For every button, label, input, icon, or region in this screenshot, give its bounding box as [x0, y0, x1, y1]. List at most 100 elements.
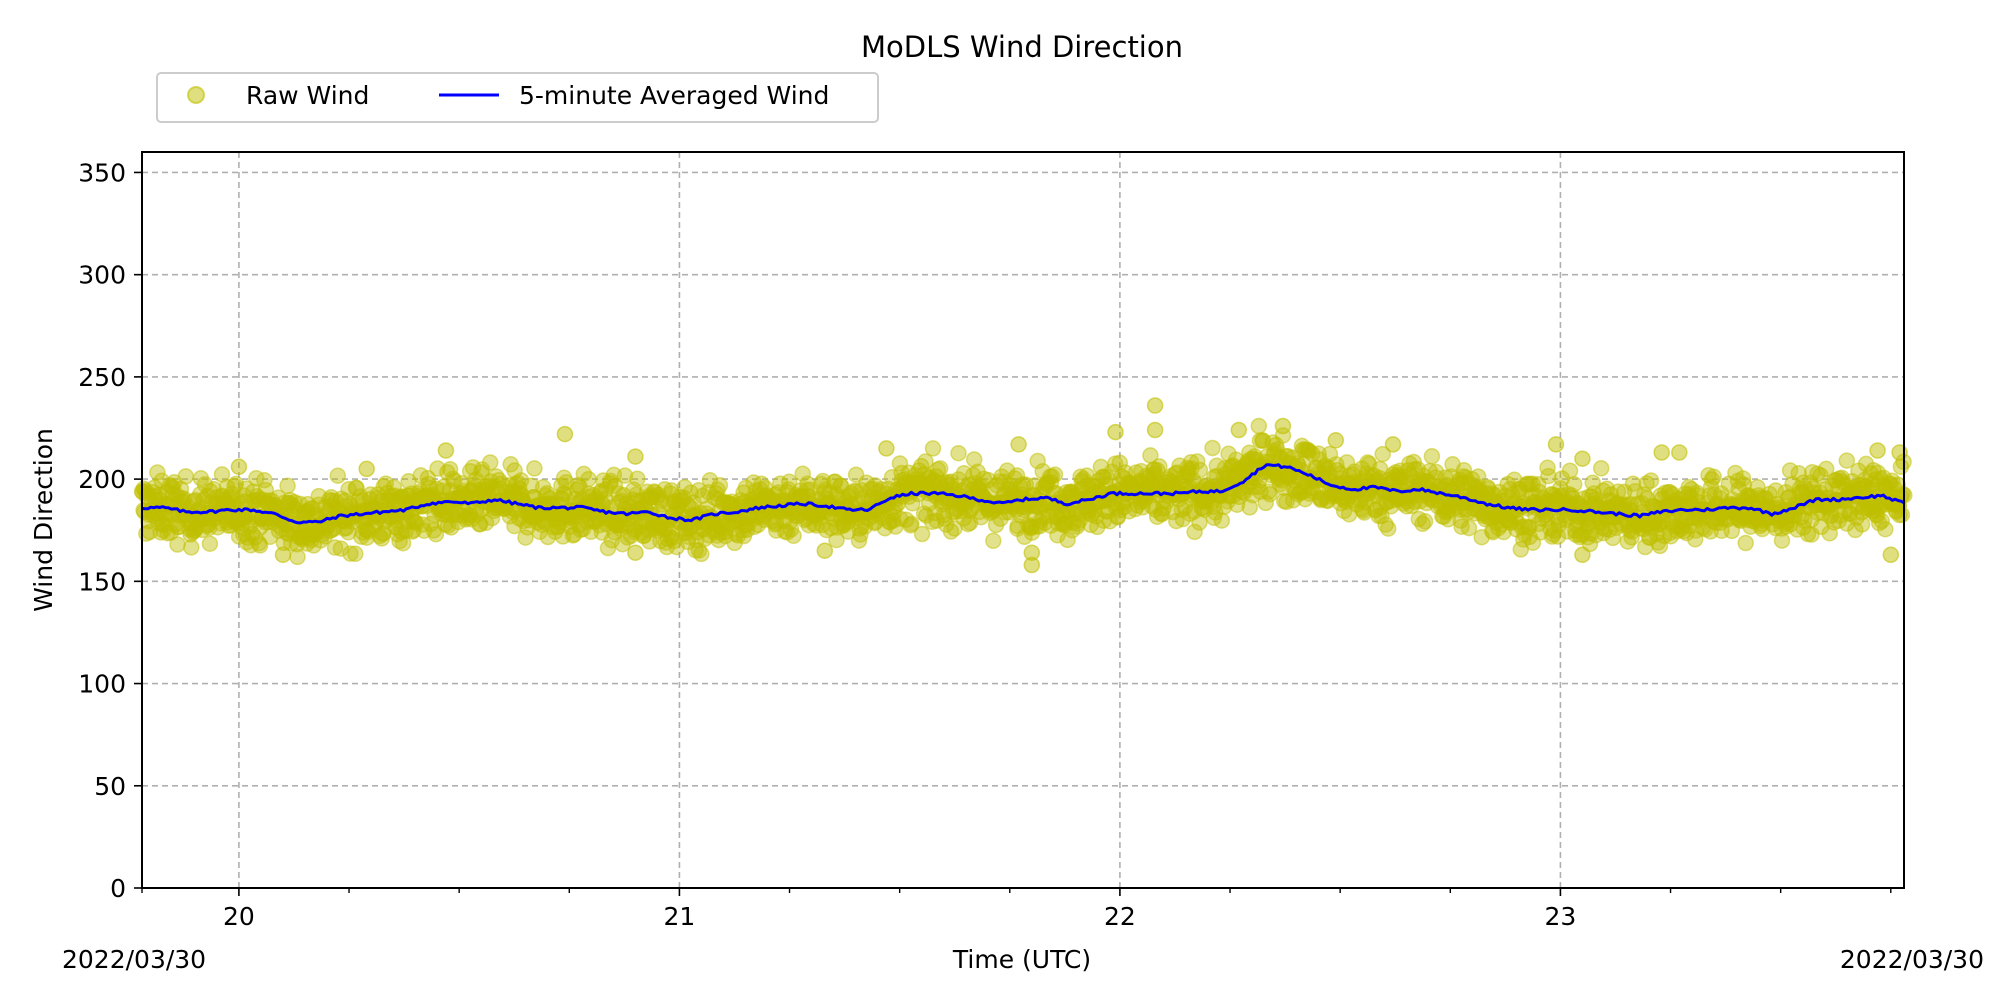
raw-wind-point: [828, 531, 845, 549]
raw-wind-point: [1213, 512, 1231, 529]
raw-wind-point: [616, 467, 634, 484]
raw-wind-point: [1869, 442, 1886, 459]
raw-wind-point: [1540, 467, 1557, 485]
raw-wind-point: [274, 546, 292, 564]
raw-wind-point: [852, 526, 869, 543]
raw-wind-point: [149, 464, 166, 481]
raw-wind-point: [1671, 444, 1688, 461]
legend-raw-wind-label: Raw Wind: [246, 81, 369, 110]
raw-wind-point: [526, 460, 543, 477]
raw-wind-point: [1460, 519, 1478, 537]
raw-wind-point: [1547, 436, 1565, 453]
raw-wind-point: [1191, 461, 1209, 479]
legend-raw-wind-marker: [187, 86, 205, 104]
raw-wind-point: [1023, 544, 1041, 561]
raw-wind-point: [177, 468, 195, 485]
raw-wind-point: [913, 525, 931, 543]
y-tick-label: 200: [78, 465, 126, 494]
raw-wind-point: [1423, 448, 1441, 465]
raw-wind-point: [201, 535, 219, 552]
raw-wind-point: [1107, 423, 1124, 441]
y-tick-label: 150: [78, 567, 126, 596]
x-tick-label: 22: [1104, 902, 1136, 931]
raw-wind-point: [437, 442, 455, 459]
grid-layer: [142, 152, 1904, 888]
legend: Raw Wind 5-minute Averaged Wind: [156, 72, 879, 123]
raw-wind-point: [556, 425, 574, 443]
raw-wind-point: [580, 470, 597, 488]
raw-wind-point: [289, 548, 306, 566]
raw-wind-point: [556, 486, 574, 503]
raw-wind-point: [481, 454, 499, 471]
raw-wind-point: [1250, 417, 1268, 435]
y-tick-label: 350: [78, 158, 126, 187]
y-tick-label: 0: [110, 874, 126, 903]
raw-wind-point: [1146, 397, 1164, 414]
raw-wind-point: [342, 545, 359, 562]
raw-wind-point: [1010, 436, 1027, 453]
raw-wind-point: [1146, 421, 1164, 439]
x-tick-label: 21: [664, 902, 696, 931]
raw-wind-point: [1737, 534, 1754, 552]
raw-wind-point: [1379, 520, 1397, 537]
raw-wind-point: [1230, 421, 1248, 439]
y-tick-label: 100: [78, 670, 126, 699]
y-tick-label: 250: [78, 363, 126, 392]
raw-wind-point: [1877, 520, 1894, 538]
x-date-label-left: 2022/03/30: [62, 945, 206, 974]
raw-wind-point: [1773, 532, 1791, 549]
raw-wind-point: [1327, 432, 1345, 449]
raw-wind-point: [1853, 516, 1871, 533]
raw-wind-point: [1592, 460, 1610, 477]
raw-wind-point: [711, 477, 729, 494]
raw-wind-point: [394, 534, 412, 552]
raw-wind-point: [627, 448, 644, 465]
y-tick-label: 300: [78, 261, 126, 290]
x-date-label-right: 2022/03/30: [1840, 945, 1984, 974]
raw-wind-point: [332, 540, 350, 557]
raw-wind-point: [279, 477, 296, 495]
raw-wind-point: [878, 440, 895, 457]
raw-wind-point: [1416, 513, 1434, 530]
raw-wind-point: [816, 542, 834, 559]
raw-wind-point: [429, 460, 446, 477]
raw-wind-point: [169, 536, 186, 553]
x-tick-label: 23: [1545, 902, 1577, 931]
x-axis-label: Time (UTC): [952, 945, 1091, 974]
raw-wind-point: [924, 440, 942, 457]
raw-wind-point: [985, 532, 1002, 550]
raw-wind-point: [326, 539, 344, 556]
raw-wind-series: [133, 397, 1913, 574]
raw-wind-point: [627, 544, 644, 561]
raw-wind-point: [1705, 468, 1722, 486]
raw-wind-point: [629, 470, 646, 487]
x-tick-label: 20: [223, 902, 255, 931]
raw-wind-point: [1653, 444, 1670, 461]
raw-wind-point: [517, 529, 534, 546]
raw-wind-point: [1574, 450, 1591, 467]
raw-wind-point: [347, 545, 364, 563]
raw-wind-point: [1204, 439, 1221, 457]
raw-wind-point: [794, 465, 811, 482]
raw-wind-point: [1565, 476, 1583, 493]
raw-wind-point: [693, 545, 710, 563]
legend-frame: [156, 72, 879, 123]
y-tick-label: 50: [94, 772, 126, 801]
raw-wind-point: [950, 444, 967, 462]
raw-wind-point: [183, 539, 200, 556]
legend-averaged-wind-label: 5-minute Averaged Wind: [519, 81, 829, 110]
raw-wind-point: [1642, 472, 1660, 489]
raw-wind-point: [1561, 462, 1579, 479]
raw-wind-point: [780, 473, 798, 491]
raw-wind-point: [785, 527, 802, 545]
raw-wind-point: [1046, 466, 1064, 483]
raw-wind-point: [230, 458, 248, 476]
raw-wind-point: [1574, 546, 1591, 564]
y-axis-label: Wind Direction: [29, 428, 58, 612]
raw-wind-point: [1882, 546, 1900, 564]
raw-wind-point: [1274, 417, 1292, 435]
raw-wind-point: [1893, 506, 1911, 524]
raw-wind-point: [329, 467, 347, 484]
chart-title: MoDLS Wind Direction: [861, 30, 1183, 64]
